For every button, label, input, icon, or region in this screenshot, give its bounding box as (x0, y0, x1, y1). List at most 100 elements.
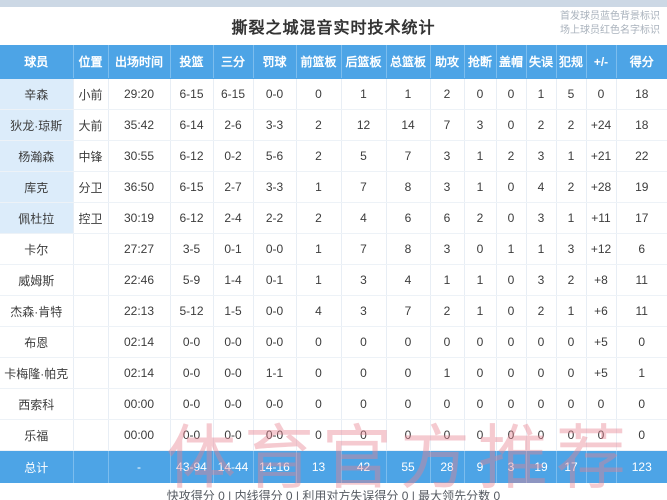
stat-cell: 0 (386, 357, 431, 389)
column-header: 罚球 (253, 45, 297, 79)
stat-cell: 0-0 (213, 388, 254, 420)
stat-cell: 0-0 (253, 388, 297, 420)
stat-cell: 3 (464, 109, 497, 141)
column-header: 后篮板 (341, 45, 387, 79)
total-stat-cell: 55 (386, 450, 431, 483)
stat-cell: 3 (526, 202, 557, 234)
stat-cell: 0 (616, 388, 667, 420)
stat-cell (73, 419, 109, 451)
stat-cell: 0-0 (213, 326, 254, 358)
stat-cell: 6-12 (170, 140, 214, 172)
stat-cell: 4 (296, 295, 342, 327)
stat-cell: 2 (526, 109, 557, 141)
stat-cell: 0-0 (253, 419, 297, 451)
total-label-cell: 总计 (0, 450, 74, 483)
footer-stats-line: 快攻得分 0 | 内线得分 0 | 利用对方失误得分 0 | 最大领先分数 0 (166, 489, 501, 500)
stat-cell: 1-5 (213, 295, 254, 327)
stat-cell: 17 (616, 202, 667, 234)
stat-cell: 0 (496, 109, 527, 141)
stat-cell: 0 (496, 388, 527, 420)
stat-cell: 1 (556, 202, 587, 234)
stat-cell: 0 (464, 357, 497, 389)
stat-cell: 0 (341, 388, 387, 420)
stat-cell: 0 (586, 388, 617, 420)
stat-cell: 1 (296, 264, 342, 296)
player-row: 佩杜拉 控卫 30:19 6-12 2-4 2-2 2 4 6 6 2 0 3 1 +11 17 (0, 202, 667, 234)
player-name-cell: 库克 (0, 171, 74, 203)
total-stat-cell: 28 (430, 450, 465, 483)
stat-cell: 0 (296, 78, 342, 110)
stat-cell: 0 (556, 357, 587, 389)
total-stat-cell (73, 450, 109, 483)
stat-cell: 2 (430, 295, 465, 327)
stat-cell: 30:55 (108, 140, 171, 172)
stat-cell: 0 (296, 357, 342, 389)
stat-cell: 0-0 (253, 233, 297, 265)
stat-cell: 1 (526, 233, 557, 265)
stat-cell: 1 (296, 171, 342, 203)
stats-table: 球员 位置 出场时间 投篮 三分 罚球 前篮板 后篮板 总篮板 助攻 抢断 盖帽 失误 犯规 +/- 得分 辛… (0, 45, 667, 483)
stat-cell (73, 233, 109, 265)
stat-cell: 19 (616, 171, 667, 203)
stat-cell: 0-0 (170, 357, 214, 389)
stat-cell: 3 (430, 140, 465, 172)
player-name-cell: 卡梅隆·帕克 (0, 357, 74, 389)
player-row: 西索科 00:00 0-0 0-0 0-0 0 0 0 0 0 0 0 0 0 0 (0, 388, 667, 420)
player-name-cell: 卡尔 (0, 233, 74, 265)
total-stat-cell: 42 (341, 450, 387, 483)
player-name-cell: 杰森·肯特 (0, 295, 74, 327)
total-stat-cell: 14-44 (213, 450, 254, 483)
stat-cell: 0 (496, 295, 527, 327)
stat-cell: 0-0 (170, 388, 214, 420)
stat-cell: +5 (586, 326, 617, 358)
stat-cell: 大前 (73, 109, 109, 141)
stat-cell: 4 (386, 264, 431, 296)
stat-cell: 0-0 (170, 419, 214, 451)
player-name-cell: 威姆斯 (0, 264, 74, 296)
stat-cell: 1 (296, 233, 342, 265)
stat-cell: 0 (341, 419, 387, 451)
stat-cell: 0-0 (213, 357, 254, 389)
stat-cell: 0 (616, 419, 667, 451)
column-header: 失误 (526, 45, 557, 79)
stat-cell: +28 (586, 171, 617, 203)
stat-cell: 1 (556, 140, 587, 172)
stat-cell: 3-3 (253, 171, 297, 203)
stat-cell: 0 (464, 388, 497, 420)
player-name-cell: 杨瀚森 (0, 140, 74, 172)
player-name-cell: 佩杜拉 (0, 202, 74, 234)
stat-cell: 1 (464, 264, 497, 296)
stat-cell: 7 (386, 140, 431, 172)
stat-cell: 0-2 (213, 140, 254, 172)
column-header: 球员 (0, 45, 74, 79)
stat-cell: 0-1 (253, 264, 297, 296)
stat-cell: 3 (526, 264, 557, 296)
total-stat-cell: 13 (296, 450, 342, 483)
stat-cell (73, 388, 109, 420)
stat-cell: 00:00 (108, 419, 171, 451)
stat-cell: 0 (341, 357, 387, 389)
player-name-cell: 辛森 (0, 78, 74, 110)
column-header: 助攻 (430, 45, 465, 79)
stat-cell: 2-4 (213, 202, 254, 234)
stat-cell: 1 (341, 78, 387, 110)
total-stat-cell: 3 (496, 450, 527, 483)
stat-cell: 6-15 (170, 78, 214, 110)
column-header: 盖帽 (496, 45, 527, 79)
stat-cell: 5-12 (170, 295, 214, 327)
stat-cell: 0 (496, 326, 527, 358)
stat-cell: 1 (496, 233, 527, 265)
stat-cell: 0 (556, 419, 587, 451)
total-stat-cell (586, 450, 617, 483)
stat-cell: 1 (430, 357, 465, 389)
stat-cell: 2 (496, 140, 527, 172)
stat-cell: 2 (296, 140, 342, 172)
stat-cell: 0 (430, 388, 465, 420)
stat-cell: 00:00 (108, 388, 171, 420)
stat-cell: 6-14 (170, 109, 214, 141)
stat-cell: 0 (556, 326, 587, 358)
stat-cell: +5 (586, 357, 617, 389)
stat-cell: 4 (341, 202, 387, 234)
stat-cell: 0 (496, 357, 527, 389)
column-header: 前篮板 (296, 45, 342, 79)
